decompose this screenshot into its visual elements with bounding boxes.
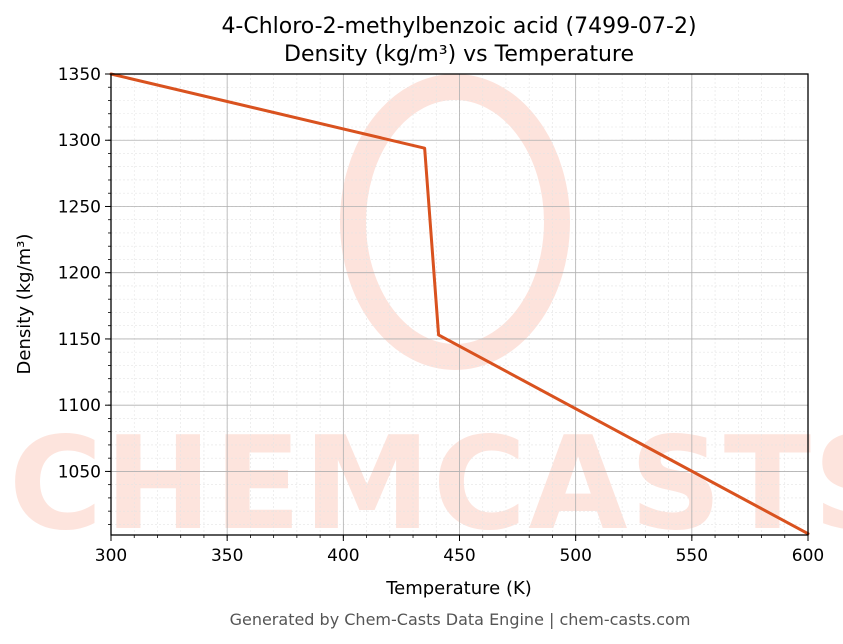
- x-tick-label: 400: [327, 546, 359, 566]
- x-axis-label: Temperature (K): [385, 578, 532, 599]
- x-tick-label: 500: [559, 546, 591, 566]
- series-layer: [109, 72, 810, 536]
- chart-title-line-2: Density (kg/m³) vs Temperature: [284, 42, 634, 67]
- x-tick-label: 450: [443, 546, 475, 566]
- y-tick-labels: 1050 1100 1150 1200 1250 1300 1350: [58, 65, 101, 482]
- y-axis-label: Density (kg/m³): [14, 234, 35, 375]
- y-tick-label: 1250: [58, 197, 101, 217]
- title: 4-Chloro-2-methylbenzoic acid (7499-07-2…: [221, 14, 696, 67]
- x-tick-label: 350: [211, 546, 243, 566]
- y-tick-label: 1100: [58, 396, 101, 416]
- chart-title-line-1: 4-Chloro-2-methylbenzoic acid (7499-07-2…: [221, 14, 696, 39]
- footer-credit: Generated by Chem-Casts Data Engine | ch…: [230, 610, 691, 629]
- y-tick-label: 1300: [58, 131, 101, 151]
- y-tick-label: 1350: [58, 65, 101, 85]
- axis-ticks: [105, 73, 809, 541]
- watermark-logo-ring: [340, 74, 570, 370]
- x-tick-labels: 300 350 400 450 500 550 600: [95, 546, 824, 566]
- x-tick-label: 550: [676, 546, 708, 566]
- x-tick-label: 300: [95, 546, 127, 566]
- density-series-line: [109, 72, 810, 536]
- x-tick-label: 600: [792, 546, 824, 566]
- y-tick-label: 1150: [58, 330, 101, 350]
- y-tick-label: 1050: [58, 462, 101, 482]
- y-tick-label: 1200: [58, 264, 101, 284]
